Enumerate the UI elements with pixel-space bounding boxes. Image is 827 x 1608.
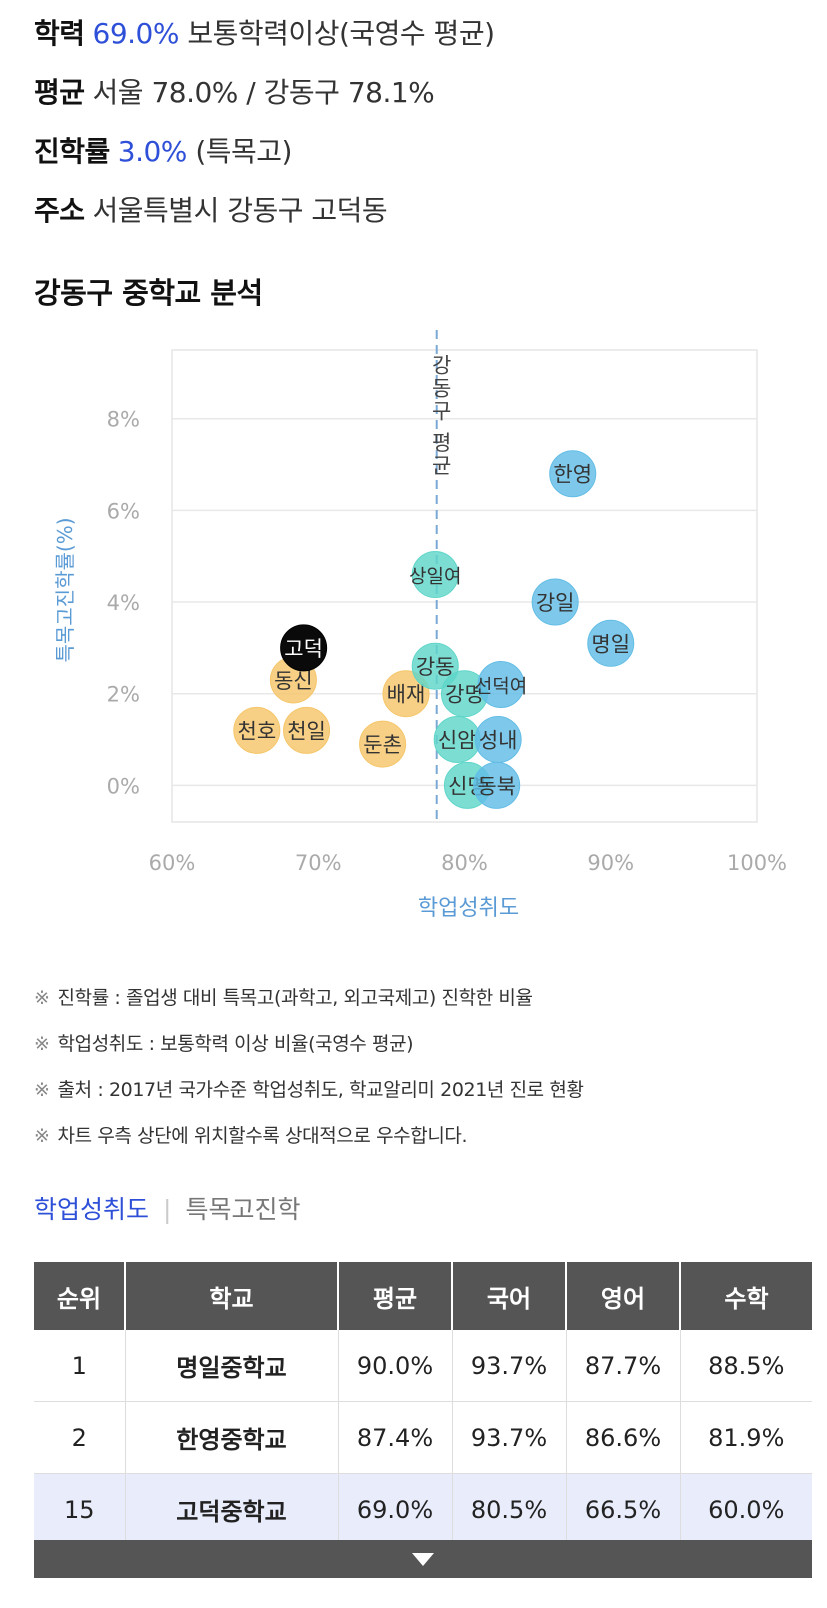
info-advancement: 진학률 3.0% (특목고) xyxy=(34,128,495,187)
data-point xyxy=(411,551,459,599)
chevron-down-icon xyxy=(412,1552,434,1566)
note-item: ※ 학업성취도 : 보통학력 이상 비율(국영수 평균) xyxy=(34,1033,414,1055)
x-tick-label: 70% xyxy=(295,851,342,875)
cell-school: 한영중학교 xyxy=(125,1401,339,1474)
cell-math: 60.0% xyxy=(680,1473,812,1546)
ranking-table: 순위 학교 평균 국어 영어 수학 1 명일중학교 90.0% 93.7% 87… xyxy=(34,1262,812,1546)
advancement-value: 3.0% xyxy=(117,135,188,168)
data-point xyxy=(233,706,281,754)
average-reference-label: 강동구 평균 xyxy=(429,354,453,478)
plot-frame xyxy=(171,349,758,823)
cell-rank: 1 xyxy=(34,1330,126,1402)
header-english: 영어 xyxy=(566,1262,681,1330)
data-label: 한영 xyxy=(553,463,592,487)
section-title: 강동구 중학교 분석 xyxy=(34,276,263,310)
data-label: 동신 xyxy=(274,669,313,693)
cell-korean: 93.7% xyxy=(452,1330,567,1402)
y-axis-title: 특목고진학률(%) xyxy=(53,517,77,662)
y-tick-label: 6% xyxy=(107,499,140,523)
data-point xyxy=(382,670,430,718)
scatter-chart: 0% 2% 4% 6% 8% 60% 70% 80% 90% 100% 학업성취도 특목고진학률(%)… xyxy=(53,330,787,921)
data-label: 신암 xyxy=(438,729,477,753)
data-point xyxy=(473,761,521,809)
data-point xyxy=(477,661,525,709)
average-text: 서울 78.0% / 강동구 78.1% xyxy=(92,76,435,109)
header-school: 학교 xyxy=(125,1262,339,1330)
data-label: 명일 xyxy=(591,632,630,656)
note-item: ※ 진학률 : 졸업생 대비 특목고(과학고, 외고국제고) 진학한 비율 xyxy=(34,987,533,1009)
y-tick-label: 0% xyxy=(107,774,140,798)
cell-average: 69.0% xyxy=(338,1473,453,1546)
cell-korean: 93.7% xyxy=(452,1401,567,1474)
tab-separator: | xyxy=(163,1195,172,1224)
cell-school: 명일중학교 xyxy=(125,1330,339,1402)
ranking-tabs: 학업성취도 | 특목고진학 xyxy=(34,1190,300,1226)
expand-table-button[interactable] xyxy=(34,1540,812,1578)
data-label: 성내 xyxy=(479,729,518,753)
data-label: 선덕여 xyxy=(475,676,527,698)
address-text: 서울특별시 강동구 고덕동 xyxy=(92,194,388,227)
advancement-label: 진학률 xyxy=(34,135,110,168)
data-label: 강동 xyxy=(416,655,455,679)
advancement-text: (특목고) xyxy=(195,135,292,168)
data-point xyxy=(587,619,635,667)
table-row[interactable]: 1 명일중학교 90.0% 93.7% 87.7% 88.5% xyxy=(34,1330,812,1402)
data-point xyxy=(549,450,597,498)
cell-english: 66.5% xyxy=(566,1473,681,1546)
data-point xyxy=(280,624,328,672)
cell-rank: 15 xyxy=(34,1473,126,1546)
data-label: 천호 xyxy=(238,719,277,743)
data-label: 동북 xyxy=(477,774,516,798)
header-math: 수학 xyxy=(680,1262,812,1330)
address-label: 주소 xyxy=(34,194,85,227)
cell-english: 86.6% xyxy=(566,1401,681,1474)
cell-math: 88.5% xyxy=(680,1330,812,1402)
data-label: 배재 xyxy=(387,683,426,707)
y-tick-label: 4% xyxy=(107,591,140,615)
data-label: 둔촌 xyxy=(363,733,402,757)
x-tick-label: 100% xyxy=(727,851,787,875)
info-academic: 학력 69.0% 보통학력이상(국영수 평균) xyxy=(34,10,495,69)
chart-notes: ※ 진학률 : 졸업생 대비 특목고(과학고, 외고국제고) 진학한 비율 ※ 학업… xyxy=(34,975,584,1159)
y-tick-label: 8% xyxy=(107,408,140,432)
x-tick-label: 90% xyxy=(587,851,634,875)
cell-rank: 2 xyxy=(34,1401,126,1474)
cell-korean: 80.5% xyxy=(452,1473,567,1546)
x-axis-title: 학업성취도 xyxy=(418,896,519,921)
table-row-highlighted[interactable]: 15 고덕중학교 69.0% 80.5% 66.5% 60.0% xyxy=(34,1473,812,1546)
info-address: 주소 서울특별시 강동구 고덕동 xyxy=(34,187,495,246)
data-label: 고덕 xyxy=(284,637,323,661)
y-tick-label: 2% xyxy=(107,683,140,707)
info-average: 평균 서울 78.0% / 강동구 78.1% xyxy=(34,69,495,128)
table-header-row: 순위 학교 평균 국어 영어 수학 xyxy=(34,1262,812,1330)
data-point xyxy=(359,720,407,768)
note-item: ※ 출처 : 2017년 국가수준 학업성취도, 학교알리미 2021년 진로 현… xyxy=(34,1079,584,1101)
tab-academic[interactable]: 학업성취도 xyxy=(34,1195,150,1224)
data-label: 강명 xyxy=(445,683,484,707)
academic-label: 학력 xyxy=(34,17,85,50)
header-rank: 순위 xyxy=(34,1262,126,1330)
header-korean: 국어 xyxy=(452,1262,567,1330)
data-label: 천일 xyxy=(287,719,326,743)
cell-average: 87.4% xyxy=(338,1401,453,1474)
data-point xyxy=(283,706,331,754)
academic-value: 69.0% xyxy=(92,17,180,50)
data-label: 강일 xyxy=(536,591,575,615)
cell-english: 87.7% xyxy=(566,1330,681,1402)
note-item: ※ 차트 우측 상단에 위치할수록 상대적으로 우수합니다. xyxy=(34,1125,468,1147)
school-info: 학력 69.0% 보통학력이상(국영수 평균) 평균 서울 78.0% / 강동구 … xyxy=(34,10,495,246)
data-point xyxy=(411,642,459,690)
academic-text: 보통학력이상(국영수 평균) xyxy=(187,17,495,50)
x-tick-label: 80% xyxy=(441,851,488,875)
table-row[interactable]: 2 한영중학교 87.4% 93.7% 86.6% 81.9% xyxy=(34,1401,812,1474)
cell-math: 81.9% xyxy=(680,1401,812,1474)
header-average: 평균 xyxy=(338,1262,453,1330)
data-label: 상일여 xyxy=(409,566,461,588)
cell-school: 고덕중학교 xyxy=(125,1473,339,1546)
cell-average: 90.0% xyxy=(338,1330,453,1402)
x-tick-label: 60% xyxy=(149,851,196,875)
average-label: 평균 xyxy=(34,76,85,109)
data-point xyxy=(531,578,579,626)
tab-special-high[interactable]: 특목고진학 xyxy=(185,1195,301,1224)
